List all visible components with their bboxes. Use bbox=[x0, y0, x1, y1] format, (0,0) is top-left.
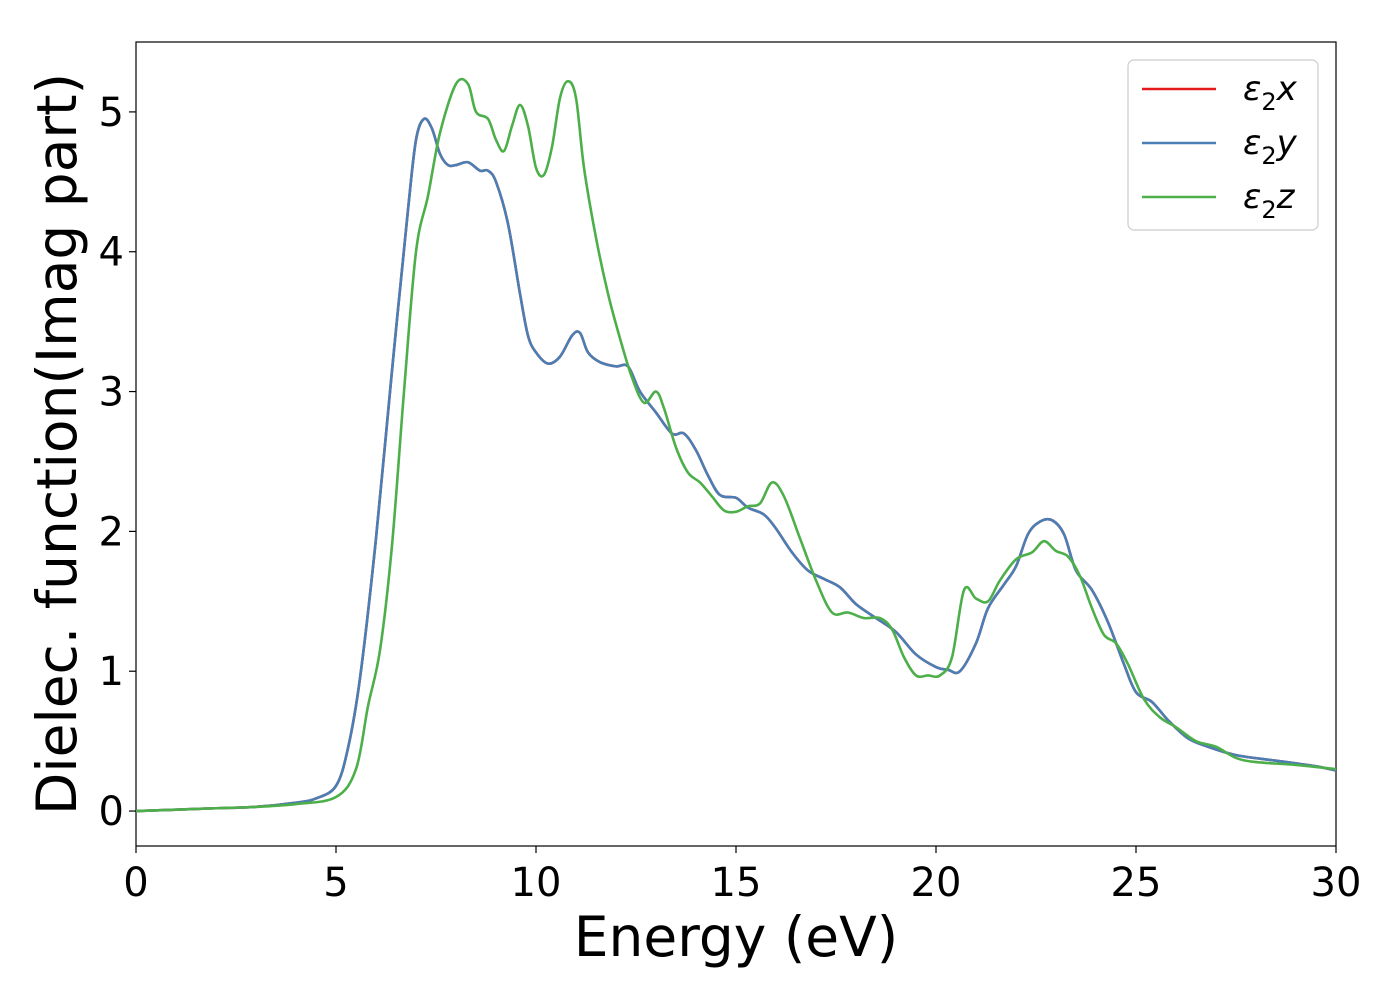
x-tick-label: 30 bbox=[1311, 860, 1362, 906]
y-axis-title: Dielec. function(Imag part) bbox=[25, 73, 89, 815]
x-tick-label: 25 bbox=[1111, 860, 1162, 906]
x-axis-ticks: 0 5 10 15 20 25 30 bbox=[123, 846, 1361, 906]
y-tick-label: 0 bbox=[99, 789, 124, 835]
y-axis-ticks: 0 1 2 3 4 5 bbox=[99, 90, 136, 835]
y-tick-label: 1 bbox=[99, 649, 124, 695]
x-tick-label: 0 bbox=[123, 860, 148, 906]
series-line-z bbox=[136, 77, 1336, 813]
y-tick-label: 3 bbox=[99, 370, 124, 416]
legend-label-z: ε2z bbox=[1243, 177, 1296, 224]
y-tick-label: 4 bbox=[99, 230, 124, 276]
legend-label-y: ε2y bbox=[1243, 123, 1298, 170]
series-lines bbox=[136, 77, 1336, 813]
x-tick-label: 10 bbox=[511, 860, 562, 906]
x-tick-label: 15 bbox=[711, 860, 762, 906]
legend-frame bbox=[1127, 59, 1319, 231]
y-tick-label: 2 bbox=[99, 509, 124, 555]
legend: ε2x ε2y ε2z bbox=[1127, 59, 1319, 231]
series-line-y bbox=[136, 117, 1336, 813]
y-tick-label: 5 bbox=[99, 90, 124, 136]
x-axis-title: Energy (eV) bbox=[574, 905, 898, 969]
legend-label-x: ε2x bbox=[1243, 69, 1298, 116]
x-tick-label: 5 bbox=[323, 860, 348, 906]
x-tick-label: 20 bbox=[911, 860, 962, 906]
